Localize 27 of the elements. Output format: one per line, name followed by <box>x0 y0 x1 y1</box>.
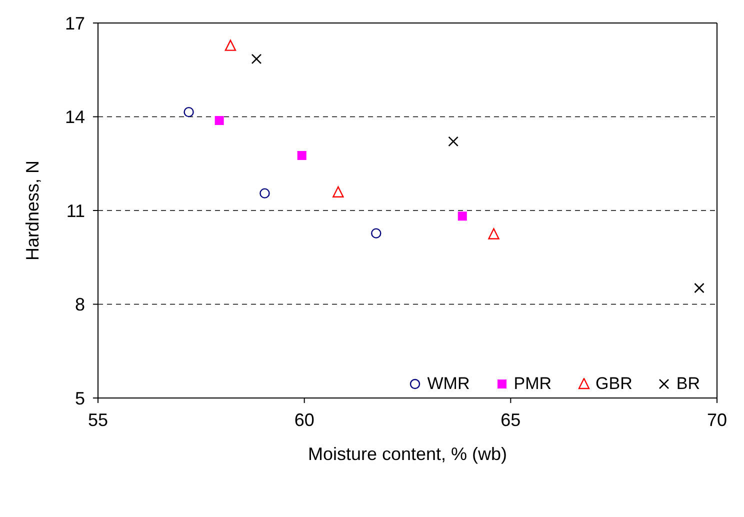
legend-label: BR <box>675 374 700 394</box>
point <box>448 136 458 147</box>
point <box>297 151 306 160</box>
point <box>371 228 382 238</box>
point <box>184 106 194 118</box>
point <box>332 186 344 198</box>
point <box>694 282 704 294</box>
point <box>488 228 500 240</box>
point <box>260 188 270 198</box>
point <box>251 54 262 64</box>
y-tick-label: 14 <box>64 107 85 128</box>
x-axis-title: Moisture content, % (wb) <box>308 444 508 464</box>
point <box>214 116 224 125</box>
legend-label: PMR <box>512 374 552 394</box>
x-tick-label: 70 <box>706 410 728 430</box>
y-tick-label: 17 <box>64 13 85 34</box>
legend-label: GBR <box>594 374 632 394</box>
x-tick-label: 65 <box>500 410 521 430</box>
x-tick-label: 60 <box>294 410 314 430</box>
point <box>224 40 236 51</box>
y-tick-label: 5 <box>74 388 85 408</box>
y-axis-title: Hardness, N <box>22 160 42 261</box>
x-tick-label: 55 <box>88 410 108 430</box>
y-tick-label: 11 <box>66 200 85 221</box>
y-tick-label: 8 <box>74 294 85 315</box>
point <box>458 212 467 221</box>
legend-label: WMR <box>426 374 470 394</box>
